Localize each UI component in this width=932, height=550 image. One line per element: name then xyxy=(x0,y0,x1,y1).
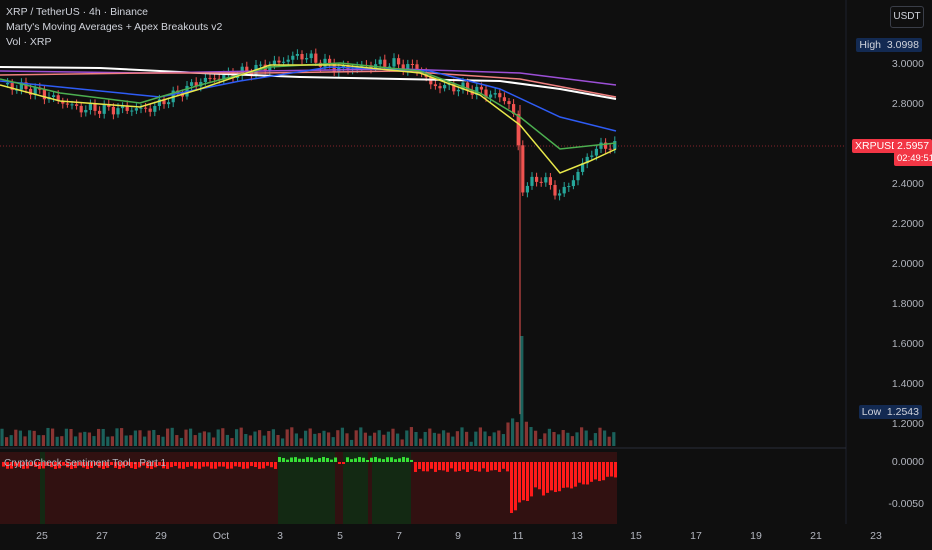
time-axis-label: 9 xyxy=(455,530,461,542)
price-axis-label: 1.4000 xyxy=(891,378,924,390)
price-axis-label: 1.2000 xyxy=(891,418,924,430)
time-axis-label: 15 xyxy=(630,530,642,542)
price-axis-label: 1.8000 xyxy=(891,298,924,310)
ma-yellow-line xyxy=(0,64,617,174)
price-axis-label: 2.8000 xyxy=(891,98,924,110)
ma-white-line xyxy=(0,66,617,100)
high-value: 3.0998 xyxy=(886,39,919,51)
sentiment-axis-zero: 0.0000 xyxy=(891,456,924,468)
time-axis-label: 17 xyxy=(690,530,702,542)
ma-blue-line xyxy=(0,66,617,132)
time-axis-label: 25 xyxy=(36,530,48,542)
chart-legend: XRP / TetherUS · 4h · Binance Marty's Mo… xyxy=(6,5,222,50)
currency-button[interactable]: USDT xyxy=(890,6,924,28)
price-axis-label: 1.6000 xyxy=(891,338,924,350)
indicator-moving-averages[interactable]: Marty's Moving Averages + Apex Breakouts… xyxy=(6,21,223,33)
indicator-volume[interactable]: Vol · XRP xyxy=(6,36,52,48)
bar-countdown: 02:49:51 xyxy=(894,152,932,166)
price-axis-label: 3.0000 xyxy=(891,58,924,70)
time-axis-label: 23 xyxy=(870,530,882,542)
sentiment-axis-neg: -0.0050 xyxy=(888,498,924,510)
ma-green-line xyxy=(0,62,617,150)
time-axis-label: 21 xyxy=(810,530,822,542)
sentiment-title[interactable]: CryptoCheck Sentiment Tool - Part 1 xyxy=(4,458,167,469)
price-axis-label: 2.0000 xyxy=(891,258,924,270)
time-axis-label: 19 xyxy=(750,530,762,542)
price-axis-label: 2.2000 xyxy=(891,218,924,230)
price-axis-label: 2.4000 xyxy=(891,178,924,190)
time-axis-label: 7 xyxy=(396,530,402,542)
high-label: High xyxy=(859,39,882,51)
time-axis-label: Oct xyxy=(212,530,230,542)
ma-salmon-line xyxy=(0,70,617,98)
low-label: Low xyxy=(861,406,882,418)
time-axis-label: 29 xyxy=(155,530,167,542)
symbol-title[interactable]: XRP / TetherUS · 4h · Binance xyxy=(6,6,149,18)
last-price-tag: 2.5957 xyxy=(894,139,932,153)
high-marker: High 3.0998 xyxy=(856,38,922,52)
low-marker: Low 1.2543 xyxy=(858,405,922,419)
time-axis-label: 27 xyxy=(96,530,108,542)
time-axis-label: 3 xyxy=(277,530,283,542)
time-axis-label: 11 xyxy=(512,530,524,542)
time-axis-label: 13 xyxy=(571,530,583,542)
time-axis-label: 5 xyxy=(337,530,343,542)
low-value: 1.2543 xyxy=(886,406,919,418)
